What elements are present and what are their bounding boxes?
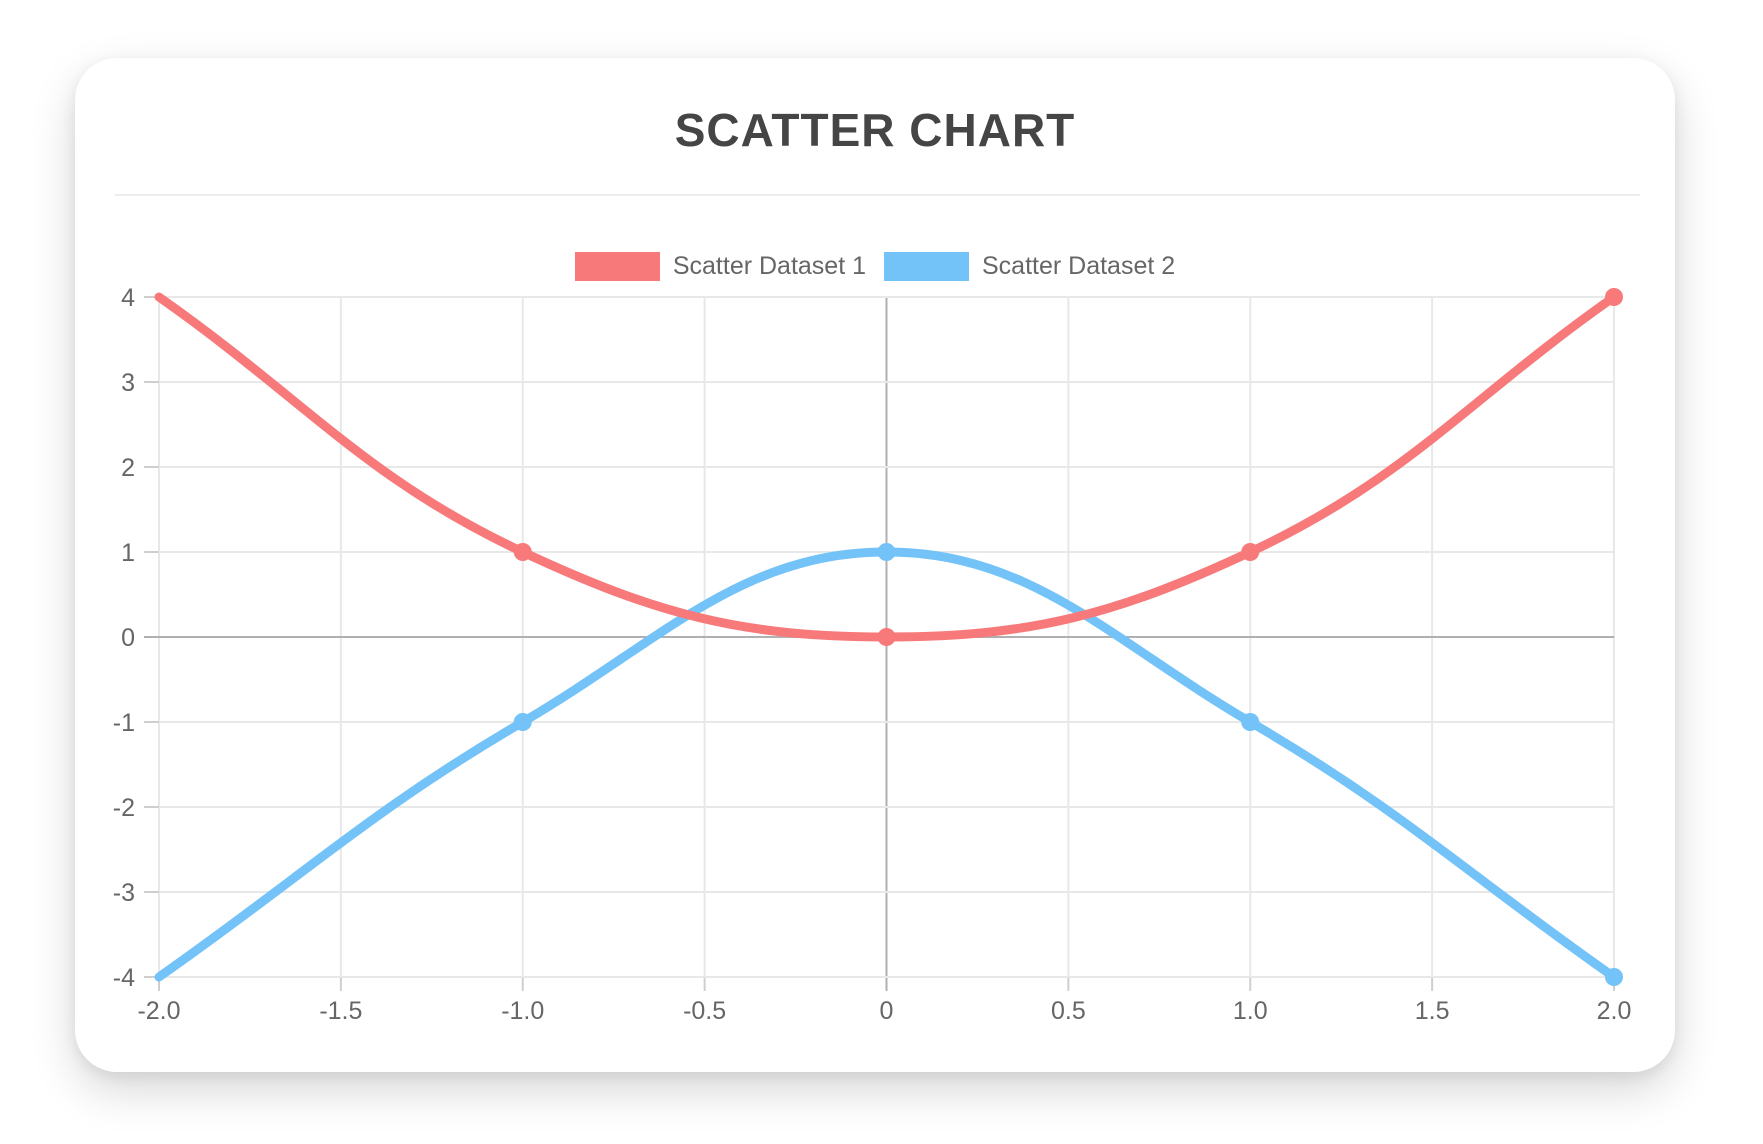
series-2-point[interactable] (1605, 968, 1623, 986)
x-tick-label: 1.0 (1233, 997, 1268, 1025)
series-1-point[interactable] (513, 543, 532, 561)
x-tick-label: -0.5 (683, 997, 726, 1025)
series-1-point[interactable] (877, 628, 896, 646)
series-1-point[interactable] (1605, 288, 1623, 306)
legend-swatch-2 (884, 252, 969, 281)
y-tick-label: -3 (113, 879, 135, 907)
header-divider (115, 194, 1640, 196)
y-tick-label: 0 (121, 624, 135, 652)
series-2-point[interactable] (1241, 713, 1260, 731)
x-tick-label: -1.0 (501, 997, 544, 1025)
y-tick-label: -1 (113, 709, 135, 737)
y-tick-label: 1 (121, 539, 135, 567)
x-tick-label: 0.5 (1051, 997, 1086, 1025)
legend-label-2: Scatter Dataset 2 (982, 252, 1176, 280)
y-tick-label: 3 (121, 369, 135, 397)
legend-item-2[interactable]: Scatter Dataset 2 (884, 252, 1175, 281)
chart-card: SCATTER CHART -2.0 -1.5 -1.0 -0.5 0 0.5 1.0 1.5… (75, 58, 1675, 1072)
legend-label-1: Scatter Dataset 1 (672, 252, 866, 280)
x-tick-label: 0 (880, 997, 894, 1025)
legend-item-1[interactable]: Scatter Dataset 1 (574, 252, 866, 281)
y-tick-label: -2 (113, 794, 135, 822)
x-tick-label: 1.5 (1415, 997, 1450, 1025)
legend-swatch-1 (574, 252, 660, 281)
chart-title: SCATTER CHART (674, 104, 1076, 156)
chart-legend: Scatter Dataset 1 Scatter Dataset 2 (75, 252, 1675, 281)
series-2-point[interactable] (513, 713, 532, 731)
y-tick-label: 4 (121, 284, 135, 312)
series-1-point[interactable] (1241, 543, 1260, 561)
y-tick-label: -4 (113, 964, 135, 992)
x-tick-label: -1.5 (319, 997, 362, 1025)
scatter-plot: -2.0 -1.5 -1.0 -0.5 0 0.5 1.0 1.5 2.0 4 3 2 1 0 -1 -2 -3… (113, 284, 1632, 1025)
series-2-point[interactable] (877, 543, 896, 561)
y-tick-label: 2 (121, 454, 135, 482)
x-tick-label: 2.0 (1597, 997, 1632, 1025)
x-tick-label: -2.0 (137, 997, 180, 1025)
